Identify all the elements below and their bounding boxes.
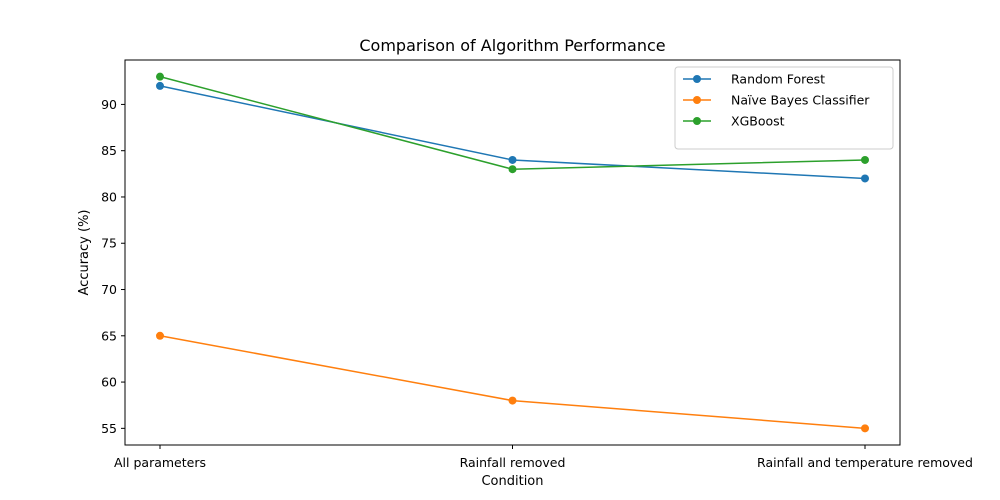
x-tick-label-all-parameters: All parameters (114, 455, 206, 470)
data-point-random-forest-all-parameters (156, 81, 164, 90)
legend-label-na-ve-bayes-classifier: Naïve Bayes Classifier (731, 93, 870, 108)
plot-area (156, 72, 869, 433)
x-axis-label: Condition (481, 474, 543, 489)
data-point-na-ve-bayes-classifier-all-parameters (156, 331, 164, 340)
data-point-xgboost-rainfall-removed (508, 165, 517, 174)
y-tick-label-75: 75 (101, 236, 117, 251)
y-tick-label-90: 90 (101, 97, 117, 112)
chart-title: Comparison of Algorithm Performance (359, 36, 665, 55)
legend: Random Forest Naïve Bayes Classifier XGBoo… (674, 66, 894, 150)
y-axis-label: Accuracy (%) (77, 210, 92, 296)
series-random-forest (156, 81, 869, 183)
legend-swatch-marker-na-ve-bayes-classifier (693, 96, 701, 104)
legend-box (674, 66, 894, 150)
y-tick-label-85: 85 (101, 143, 117, 158)
series-na-ve-bayes-classifier (156, 331, 869, 433)
legend-swatch-marker-xgboost (693, 117, 701, 125)
y-tick-label-55: 55 (101, 421, 117, 436)
y-tick-label-80: 80 (101, 189, 117, 204)
data-point-random-forest-rainfall-and-temperature-removed (861, 174, 869, 183)
legend-label-xgboost: XGBoost (731, 114, 785, 129)
y-tick-label-70: 70 (101, 282, 117, 297)
data-point-random-forest-rainfall-removed (508, 155, 517, 164)
x-tick-label-rainfall-removed: Rainfall removed (460, 455, 566, 470)
y-tick-label-65: 65 (101, 328, 117, 343)
series-xgboost (156, 72, 869, 174)
data-point-na-ve-bayes-classifier-rainfall-and-temperature-removed (861, 424, 869, 433)
data-point-xgboost-rainfall-and-temperature-removed (861, 155, 869, 164)
legend-swatch-marker-random-forest (693, 75, 701, 83)
legend-label-random-forest: Random Forest (731, 72, 825, 87)
data-point-na-ve-bayes-classifier-rainfall-removed (508, 396, 517, 405)
data-point-xgboost-all-parameters (156, 72, 164, 81)
axes: All parameters Rainfall removed Rainfall a… (101, 97, 973, 470)
y-tick-label-60: 60 (101, 375, 117, 390)
x-tick-label-rainfall-and-temperature-removed: Rainfall and temperature removed (757, 455, 973, 470)
